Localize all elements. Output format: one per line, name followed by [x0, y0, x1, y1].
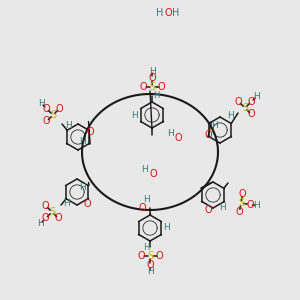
Text: O: O	[149, 169, 157, 179]
Text: H: H	[142, 196, 149, 205]
Text: O: O	[55, 213, 62, 224]
Text: O: O	[139, 82, 147, 92]
Text: H: H	[132, 110, 138, 119]
Text: O: O	[235, 97, 242, 106]
Text: S: S	[49, 207, 55, 217]
Text: H: H	[226, 112, 233, 121]
Text: O: O	[146, 260, 154, 270]
Text: O: O	[42, 201, 50, 211]
Text: O: O	[42, 213, 50, 224]
Text: O: O	[236, 207, 243, 217]
Text: H: H	[64, 121, 71, 130]
Text: H: H	[79, 182, 86, 191]
Text: H: H	[38, 99, 45, 108]
Text: H: H	[172, 8, 180, 18]
Text: H: H	[80, 137, 86, 146]
Text: O: O	[137, 251, 145, 261]
Text: H: H	[253, 92, 260, 101]
Text: H: H	[156, 8, 164, 18]
Text: H: H	[254, 201, 260, 210]
Text: H: H	[147, 268, 153, 277]
Text: H: H	[64, 200, 70, 208]
Text: S: S	[238, 198, 244, 208]
Text: O: O	[246, 200, 254, 210]
Text: O: O	[83, 199, 91, 209]
Text: O: O	[43, 103, 50, 114]
Text: O: O	[157, 82, 165, 92]
Text: H: H	[143, 242, 149, 251]
Text: H: H	[167, 130, 173, 139]
Text: O: O	[204, 205, 212, 215]
Text: H: H	[148, 67, 155, 76]
Text: O: O	[86, 127, 94, 137]
Text: O: O	[239, 189, 246, 199]
Text: S: S	[147, 251, 153, 261]
Text: H: H	[142, 166, 148, 175]
Text: O: O	[155, 251, 163, 261]
Text: O: O	[148, 73, 156, 83]
Text: S: S	[242, 103, 248, 113]
Text: H: H	[212, 121, 218, 130]
Text: O: O	[138, 203, 146, 213]
Text: H: H	[164, 224, 170, 232]
Text: O: O	[174, 133, 182, 143]
Text: S: S	[50, 110, 56, 120]
Text: H: H	[153, 92, 159, 100]
Text: H: H	[37, 219, 44, 228]
Text: H: H	[220, 202, 226, 211]
Text: O: O	[164, 8, 172, 18]
Text: O: O	[248, 97, 255, 106]
Text: S: S	[149, 82, 155, 92]
Text: O: O	[56, 103, 63, 114]
Text: O: O	[248, 110, 255, 119]
Text: O: O	[43, 116, 50, 126]
Text: O: O	[204, 130, 212, 140]
